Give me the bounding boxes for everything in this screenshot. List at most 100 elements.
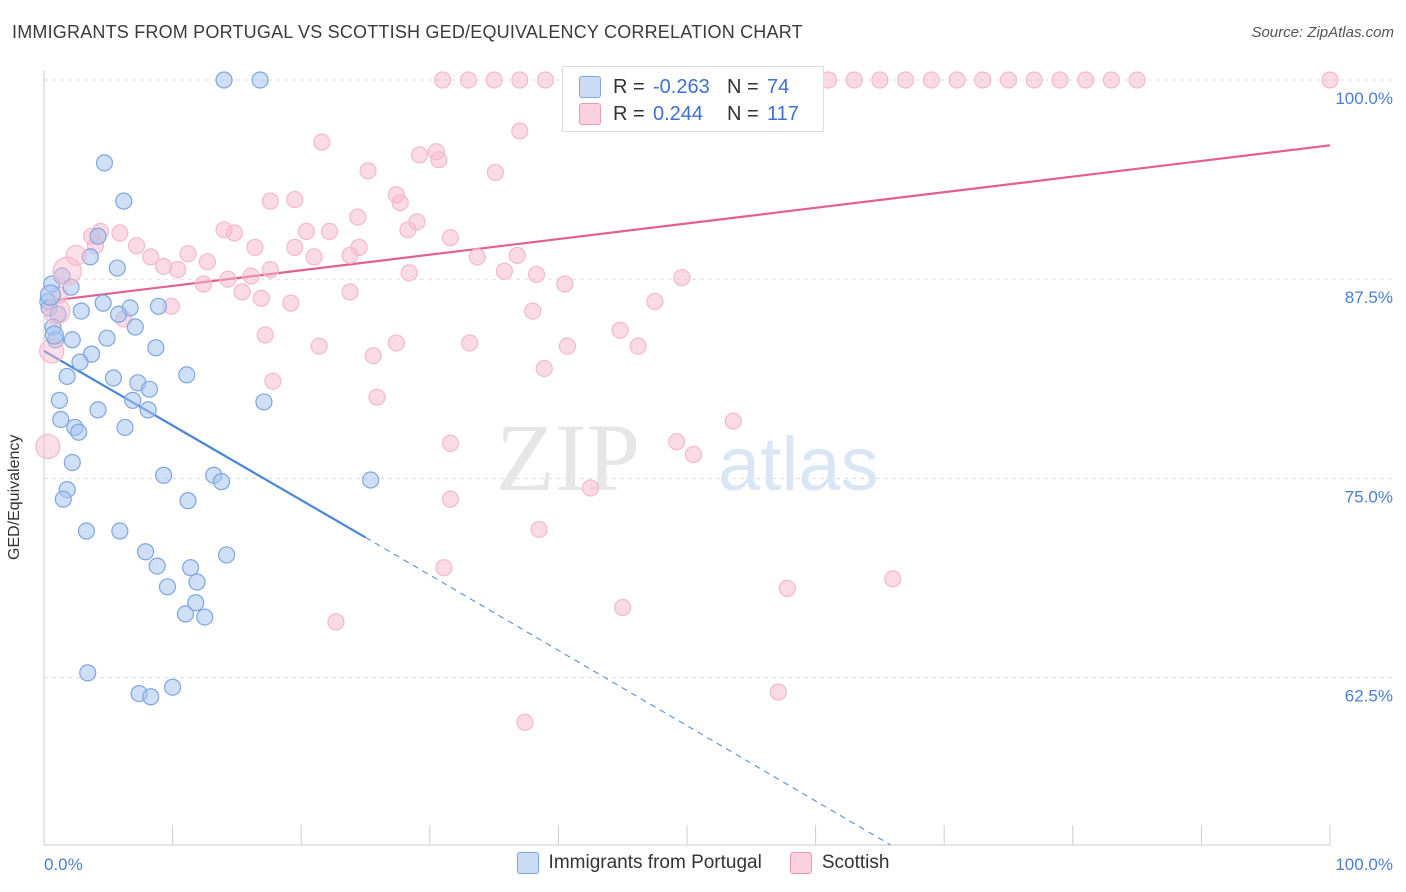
scottish-point: [225, 224, 243, 242]
scottish-point: [434, 71, 452, 89]
scottish-point: [364, 347, 382, 365]
scottish-point: [871, 71, 889, 89]
portugal-point: [116, 418, 134, 437]
y-tick-label: 75.0%: [1345, 487, 1393, 506]
watermark: ZIP atlas: [496, 404, 879, 511]
stats-legend: R = -0.263 N = 74 R = 0.244 N = 117: [562, 66, 824, 132]
portugal-point: [104, 369, 123, 387]
scottish-point: [264, 372, 282, 390]
legend-label: Scottish: [821, 852, 890, 873]
portugal-point: [176, 605, 195, 623]
scottish-point: [511, 122, 529, 140]
scottish-point: [1128, 71, 1146, 89]
scottish-point: [1051, 71, 1069, 89]
scottish-point: [485, 71, 503, 89]
portugal-point: [147, 339, 165, 357]
portugal-point: [196, 608, 214, 626]
scottish-point: [387, 334, 405, 352]
portugal-point: [44, 325, 64, 345]
scottish-point: [884, 570, 902, 588]
source-label: Source: ZipAtlas.com: [1251, 24, 1394, 41]
scottish-point: [778, 579, 796, 598]
legend-row-scottish: R = 0.244 N = 117: [579, 100, 799, 128]
portugal-point: [218, 546, 236, 564]
portugal-point: [98, 329, 116, 347]
scottish-point: [611, 321, 629, 339]
portugal-point: [95, 154, 114, 172]
scottish-point: [400, 264, 418, 282]
portugal-point: [54, 490, 72, 508]
scottish-point: [127, 237, 146, 255]
scottish-point: [286, 190, 304, 209]
portugal-point: [63, 453, 81, 472]
grid-lines: [44, 79, 1395, 679]
x-tick-label-max: 100.0%: [1335, 855, 1393, 874]
watermark-atlas: atlas: [718, 422, 879, 507]
scottish-point: [410, 146, 429, 164]
scottish-point: [341, 246, 359, 264]
scottish-point: [508, 246, 526, 264]
legend-item-scottish: Scottish: [789, 852, 890, 874]
portugal-point: [124, 391, 142, 409]
y-axis-title: GED/Equivalency: [6, 434, 23, 560]
n-value: 117: [767, 102, 799, 125]
scottish-point: [629, 337, 647, 355]
x-tick-labels: 0.0% 100.0%: [44, 855, 1393, 874]
series-legend: Immigrants from Portugal Scottish: [0, 852, 1406, 874]
scottish-point: [527, 265, 546, 284]
scottish-point: [999, 71, 1018, 89]
portugal-point: [136, 543, 155, 561]
scottish-point: [327, 613, 345, 631]
scottish-point: [219, 270, 237, 288]
r-label: R =: [613, 102, 645, 125]
y-tick-label: 62.5%: [1345, 687, 1393, 706]
scottish-point: [286, 238, 304, 256]
scottish-point: [524, 302, 542, 320]
scottish-point: [530, 520, 548, 539]
scottish-point: [368, 388, 386, 406]
scottish-point: [154, 257, 173, 276]
n-label: N =: [727, 102, 759, 125]
scottish-point: [441, 490, 459, 508]
portugal-point: [182, 559, 200, 577]
portugal-point: [164, 678, 182, 696]
portugal-point: [178, 366, 196, 384]
scottish-point: [668, 433, 686, 451]
scottish-point: [111, 224, 129, 242]
legend-swatch-pink: [579, 103, 601, 125]
scottish-point: [179, 245, 197, 263]
portugal-point: [108, 259, 126, 277]
scottish-point: [435, 559, 453, 577]
scottish-point: [282, 294, 300, 312]
portugal-point: [111, 522, 129, 540]
portugal-point: [158, 578, 177, 596]
scottish-point: [194, 275, 213, 293]
portugal-point: [149, 297, 168, 315]
scottish-point: [1077, 71, 1095, 89]
n-value: 74: [767, 75, 790, 98]
scottish-point: [198, 253, 216, 271]
portugal-point: [70, 423, 88, 441]
scottish-point: [305, 248, 323, 266]
legend-item-portugal: Immigrants from Portugal: [516, 852, 762, 874]
scottish-point: [468, 248, 486, 266]
scottish-point: [246, 238, 264, 256]
scottish-point: [845, 71, 863, 89]
scottish-point: [461, 334, 479, 352]
scottish-point: [399, 221, 417, 239]
y-tick-label: 87.5%: [1345, 288, 1393, 307]
scottish-point: [1321, 71, 1339, 89]
portugal-point: [58, 367, 76, 386]
legend-swatch-pink: [789, 852, 812, 874]
portugal-point: [79, 664, 97, 682]
scottish-point: [614, 598, 632, 617]
portugal-point: [139, 401, 157, 419]
scottish-point: [430, 151, 448, 169]
portugal-point: [89, 401, 107, 419]
portugal-point: [52, 410, 70, 429]
scottish-point: [252, 289, 270, 307]
portugal-point: [188, 573, 206, 591]
scottish-point: [535, 359, 553, 378]
scottish-point: [769, 683, 787, 701]
scottish-point: [359, 162, 377, 180]
